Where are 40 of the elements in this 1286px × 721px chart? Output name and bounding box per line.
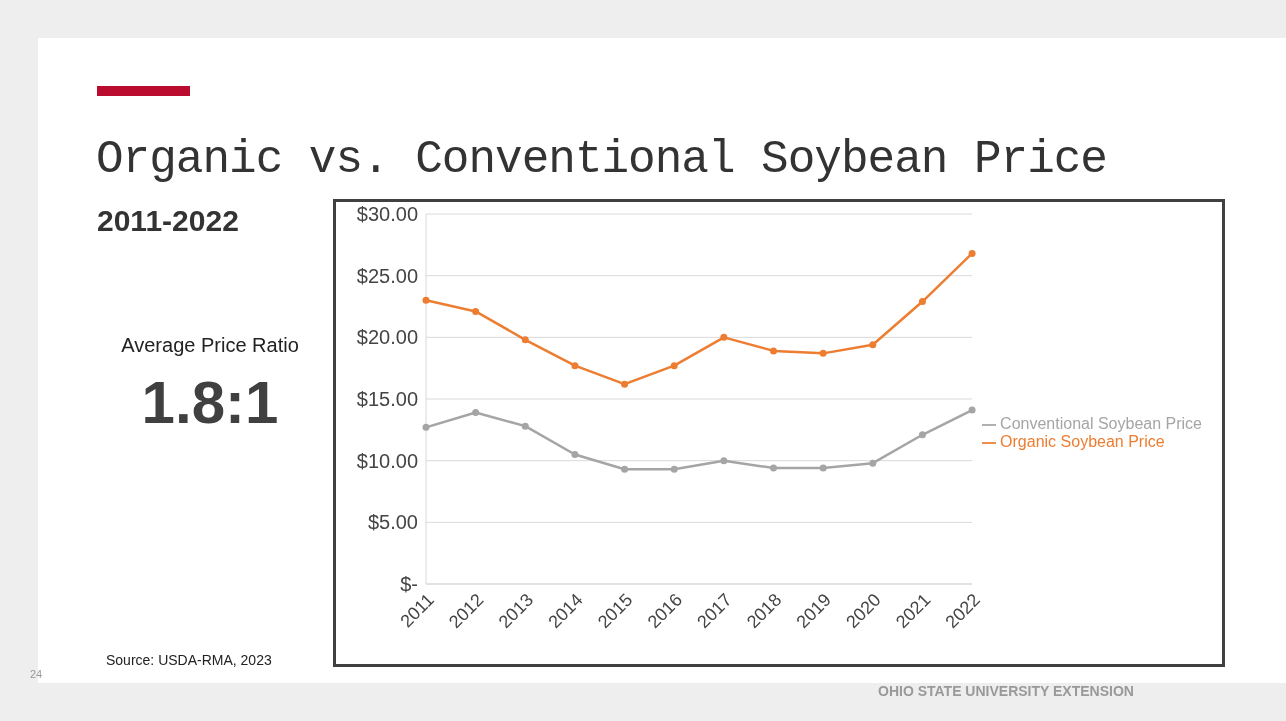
y-tick-label: $30.00 (356, 203, 418, 226)
point (621, 465, 629, 473)
point (869, 341, 877, 349)
point (472, 409, 480, 417)
point (819, 349, 827, 357)
point (819, 464, 827, 472)
point (770, 347, 778, 355)
legend-label: Organic Soybean Price (1000, 433, 1165, 450)
chart-title: Organic vs. Conventional Soybean Price (96, 134, 1107, 186)
text: Average Price Ratio (120, 334, 300, 357)
point (918, 431, 926, 439)
point (422, 423, 430, 431)
text: OHIO STATE UNIVERSITY EXTENSION (878, 683, 1134, 699)
y-tick-label: $10.00 (356, 449, 418, 472)
point (770, 464, 778, 472)
point (571, 362, 579, 370)
point (968, 406, 976, 414)
y-tick-label: $15.00 (356, 388, 418, 411)
point (521, 422, 529, 430)
text: 2011-2022 (97, 204, 239, 238)
text: 24 (30, 668, 43, 680)
point (670, 362, 678, 370)
point (918, 298, 926, 306)
point (621, 380, 629, 388)
point (670, 465, 678, 473)
point (422, 296, 430, 304)
point (521, 336, 529, 344)
point (571, 451, 579, 458)
point (472, 307, 480, 315)
point (720, 457, 728, 465)
legend-label: Conventional Soybean Price (1000, 415, 1202, 432)
y-tick-label: $5.00 (367, 511, 418, 534)
y-tick-label: $25.00 (356, 264, 418, 287)
point (720, 333, 728, 341)
point (869, 459, 877, 467)
source-note: Source: USDA-RMA, 2023 (106, 652, 272, 668)
y-tick-label: $20.00 (356, 326, 418, 349)
y-tick-label: $- (400, 573, 418, 596)
point (968, 249, 976, 257)
text: 1.8:1 (140, 368, 280, 437)
